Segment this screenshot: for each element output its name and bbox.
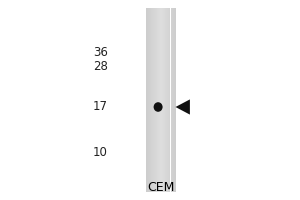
Bar — [152, 8, 154, 192]
Bar — [166, 8, 167, 192]
Bar — [149, 8, 151, 192]
Bar — [148, 8, 149, 192]
Bar — [158, 8, 160, 192]
Bar — [173, 8, 175, 192]
Bar — [172, 8, 173, 192]
Bar — [175, 8, 176, 192]
Text: CEM: CEM — [147, 181, 174, 194]
Bar — [163, 8, 164, 192]
Bar — [146, 8, 148, 192]
Bar — [167, 8, 169, 192]
Text: 28: 28 — [93, 60, 108, 72]
Bar — [161, 8, 163, 192]
Bar — [160, 8, 161, 192]
Bar — [170, 8, 172, 192]
Bar — [157, 8, 158, 192]
Bar — [154, 8, 155, 192]
Polygon shape — [176, 99, 190, 115]
Bar — [151, 8, 152, 192]
Bar — [169, 8, 170, 192]
Text: 17: 17 — [93, 100, 108, 114]
Text: 10: 10 — [93, 146, 108, 158]
Bar — [164, 8, 166, 192]
Bar — [169, 8, 170, 192]
Bar — [155, 8, 157, 192]
Ellipse shape — [154, 102, 163, 112]
Text: 36: 36 — [93, 46, 108, 58]
Bar — [160, 8, 161, 192]
